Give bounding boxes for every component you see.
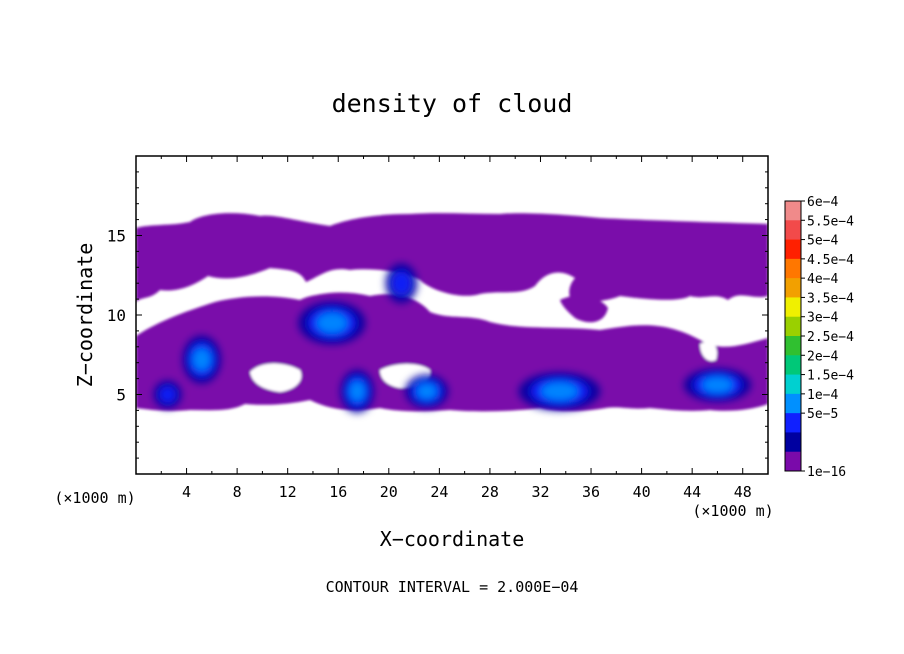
colorbar-swatch <box>785 258 801 279</box>
colorbar-label: 3e−4 <box>807 311 838 326</box>
x-tick-label: 8 <box>233 483 242 501</box>
colorbar-label: 4.5e−4 <box>807 253 854 268</box>
colorbar-swatch <box>785 239 801 260</box>
x-tick-label: 36 <box>582 483 600 501</box>
colorbar-label: 6e−4 <box>807 195 838 210</box>
colorbar-label: 1e−16 <box>807 465 846 480</box>
colorbar-label: 4e−4 <box>807 272 838 287</box>
x-tick-label: 28 <box>481 483 499 501</box>
x-tick-label: 16 <box>329 483 347 501</box>
colorbar-swatch <box>785 278 801 298</box>
colorbar-swatch <box>785 355 801 376</box>
density-core <box>702 377 733 393</box>
contour-interval-note: CONTOUR INTERVAL = 2.000E−04 <box>326 578 579 596</box>
x-unit-label: (×1000 m) <box>692 502 773 520</box>
clear-gap <box>700 341 718 362</box>
colorbar-swatch <box>785 432 801 453</box>
density-core <box>540 382 579 401</box>
density-core <box>159 386 177 403</box>
lower-cloud-layer <box>136 292 768 412</box>
colorbar-swatch <box>785 374 801 395</box>
density-core <box>416 383 437 400</box>
x-tick-label: 12 <box>279 483 297 501</box>
colorbar-label: 5.5e−4 <box>807 214 854 229</box>
colorbar-swatch <box>785 451 801 472</box>
colorbar-label: 3.5e−4 <box>807 291 854 306</box>
x-tick-label: 44 <box>683 483 701 501</box>
upper-cloud-layer <box>136 213 768 310</box>
x-tick-label: 20 <box>380 483 398 501</box>
x-tick-labels: 4 8 12 16 20 24 28 32 36 40 44 48 <box>182 483 752 501</box>
colorbar-label: 1.5e−4 <box>807 369 854 384</box>
y-tick-label: 5 <box>116 386 126 405</box>
colorbar-swatch <box>785 220 801 241</box>
clear-gap <box>250 363 302 392</box>
density-core <box>349 381 365 402</box>
colorbar-swatch <box>785 336 801 356</box>
y-tick-label: 15 <box>107 227 126 246</box>
colorbar-swatch <box>785 201 801 221</box>
y-axis-label: Z−coordinate <box>73 243 97 388</box>
y-tick-labels: 5 10 15 <box>107 227 126 405</box>
colorbar-swatch <box>785 393 801 414</box>
density-core <box>192 348 211 371</box>
colorbar-swatch <box>785 316 801 337</box>
x-tick-label: 32 <box>531 483 549 501</box>
y-tick-label: 10 <box>107 306 126 325</box>
x-tick-label: 48 <box>734 483 752 501</box>
colorbar-swatch <box>785 413 801 433</box>
x-tick-label: 24 <box>430 483 448 501</box>
colorbar-label: 5e−5 <box>807 407 838 422</box>
x-axis-label: X−coordinate <box>380 527 525 551</box>
plot-area <box>136 213 768 413</box>
cloud-patch <box>560 295 608 323</box>
density-core <box>316 313 348 333</box>
colorbar-label: 1e−4 <box>807 388 838 403</box>
density-core <box>391 271 412 296</box>
x-tick-label: 4 <box>182 483 191 501</box>
colorbar-label: 2e−4 <box>807 349 838 364</box>
axis-ticks <box>136 156 768 474</box>
colorbar-label: 5e−4 <box>807 234 838 249</box>
colorbar-label: 2.5e−4 <box>807 330 854 345</box>
x-tick-label: 40 <box>633 483 651 501</box>
colorbar-swatch <box>785 297 801 318</box>
chart-title: density of cloud <box>332 89 573 118</box>
z-unit-label: (×1000 m) <box>54 489 135 507</box>
colorbar: 6e−4 5.5e−4 5e−4 4.5e−4 4e−4 3.5e−4 3e−4 2.5e−4… <box>784 195 854 480</box>
